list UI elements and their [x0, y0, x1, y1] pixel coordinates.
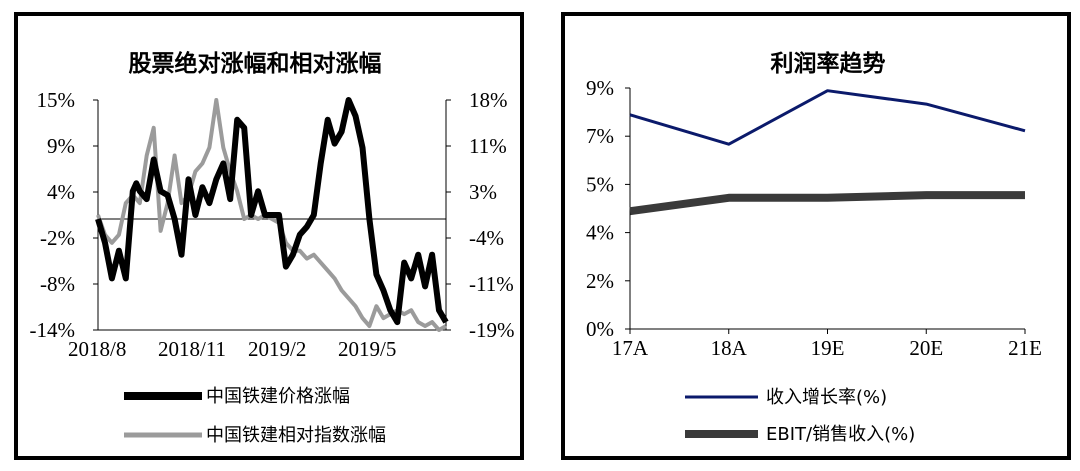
y-right-tick-label: -4%: [469, 226, 504, 250]
y-right-tick-label: 18%: [469, 88, 508, 112]
axes: 9% 7% 5% 4% 2% 0%17A 18A 19E 20E 21E: [586, 76, 1042, 360]
y-tick-label: 4%: [586, 221, 614, 245]
x-tick-label: 19E: [811, 336, 845, 360]
legend-label-relative: 中国铁建相对指数涨幅: [206, 425, 386, 446]
y-tick-label: 2%: [586, 269, 614, 293]
stock-chart-svg: 股票绝对涨幅和相对涨幅 15% 9% 4% -2% -8% -14% 18% 11% 3% -4%…: [30, 50, 515, 446]
chart-title: 利润率趋势: [771, 50, 886, 77]
series-line-ebit: [629, 191, 1025, 216]
x-tick-label: 2018/11: [158, 337, 226, 361]
margin-chart-svg: 利润率趋势 9% 7% 5% 4% 2% 0%17A 18A 19E 20E 21E 收入增长率(…: [586, 50, 1042, 445]
y-right-tick-label: 11%: [469, 134, 507, 158]
chart-panel-margin: 利润率趋势 9% 7% 5% 4% 2% 0% 17A 18A 19E 20E 21E 收入增长率(…: [561, 12, 1071, 460]
x-tick-label: 18A: [711, 336, 748, 360]
y-tick-label: 9%: [586, 76, 614, 100]
x-tick-label: 17A: [612, 336, 649, 360]
y-left-tick-label: -14%: [30, 318, 76, 342]
legend-label-revenue-growth: 收入增长率(%): [766, 387, 887, 408]
y-left-tick-label: 9%: [47, 134, 75, 158]
x-tick-label: 21E: [1008, 336, 1042, 360]
x-tick-label: 20E: [909, 336, 943, 360]
series-line-price: [95, 97, 449, 326]
chart-title: 股票绝对涨幅和相对涨幅: [129, 50, 382, 77]
y-left-tick-label: -8%: [40, 272, 75, 296]
legend-label-price: 中国铁建价格涨幅: [206, 386, 350, 407]
y-tick-label: 0%: [586, 317, 614, 341]
series-group: [95, 97, 449, 332]
y-tick-label: 5%: [586, 172, 614, 196]
legend-label-ebit: EBIT/销售收入(%): [766, 424, 915, 445]
y-right-tick-label: -11%: [469, 272, 514, 296]
y-left-tick-label: -2%: [40, 226, 75, 250]
legend: 中国铁建价格涨幅 中国铁建相对指数涨幅: [124, 386, 386, 446]
y-left-tick-label: 4%: [47, 180, 75, 204]
y-left-tick-label: 15%: [37, 88, 76, 112]
x-tick-label: 2019/2: [248, 337, 306, 361]
chart-panel-stock: 股票绝对涨幅和相对涨幅 15% 9% 4% -2% -8% -14% 18% 11% 3% -4%…: [14, 12, 524, 460]
y-right-tick-label: 3%: [469, 180, 497, 204]
axes: 15% 9% 4% -2% -8% -14% 18% 11% 3% -4% -11% -19% 2018…: [30, 88, 515, 361]
y-tick-label: 7%: [586, 124, 614, 148]
x-tick-label: 2018/8: [68, 337, 126, 361]
series-group: [629, 89, 1026, 216]
x-tick-label: 2019/5: [338, 337, 396, 361]
series-line-revenue-growth: [629, 89, 1026, 146]
y-right-tick-label: -19%: [469, 318, 515, 342]
legend: 收入增长率(%) EBIT/销售收入(%): [685, 387, 915, 445]
